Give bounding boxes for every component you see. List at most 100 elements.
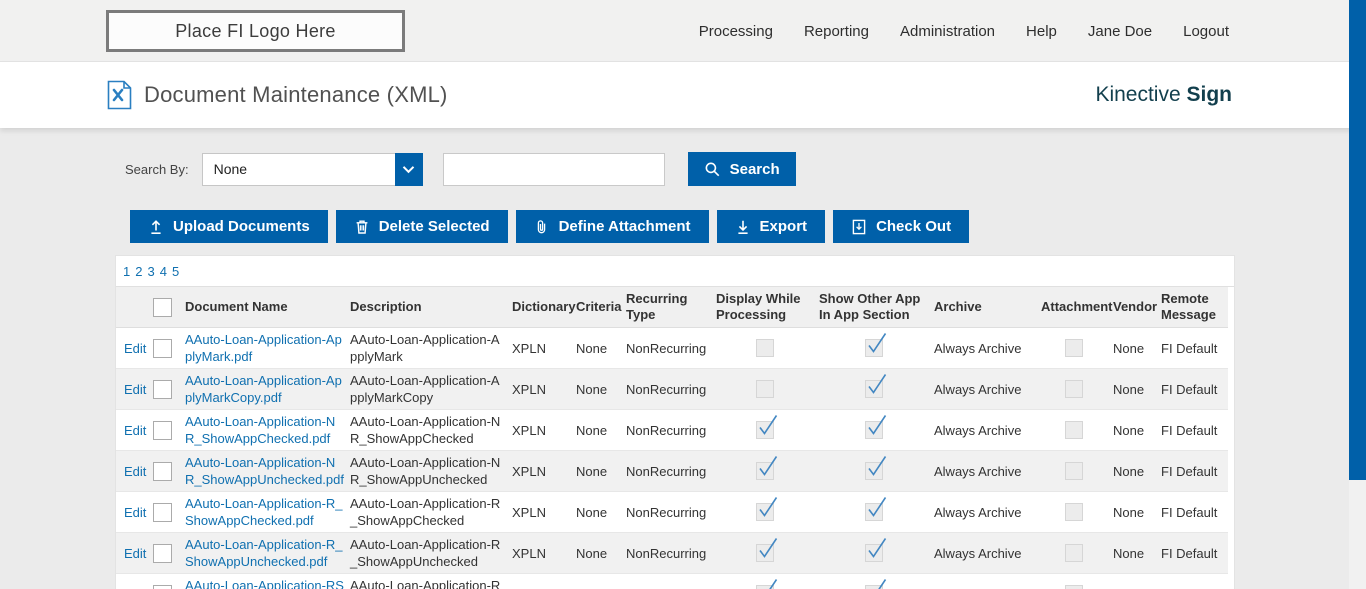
document-name-link[interactable]: AAuto-Loan-Application-R_ShowAppChecked.…: [185, 496, 343, 528]
recurring-type-cell: NonRecurring: [626, 574, 716, 589]
vertical-scrollbar[interactable]: [1349, 0, 1366, 589]
page-title: Document Maintenance (XML): [144, 82, 448, 107]
document-name-link[interactable]: AAuto-Loan-Application-ApplyMark.pdf: [185, 332, 342, 364]
recurring-type-cell: NonRecurring: [626, 422, 707, 438]
dictionary-cell: XPLN: [512, 574, 576, 589]
edit-link[interactable]: Edit: [124, 504, 147, 520]
row-select-checkbox[interactable]: [153, 543, 172, 563]
edit-link[interactable]: Edit: [124, 340, 147, 356]
show-other-app-checkbox: [864, 374, 886, 399]
page-link-3[interactable]: 3: [147, 263, 155, 279]
scrollbar-thumb[interactable]: [1349, 0, 1366, 480]
upload-button[interactable]: Upload Documents: [130, 210, 328, 243]
document-name-link[interactable]: AAuto-Loan-Application-ApplyMarkCopy.pdf: [185, 373, 342, 405]
vendor-cell: None: [1113, 463, 1145, 479]
remote-message-cell: FI Default: [1161, 574, 1228, 589]
edit-link[interactable]: Edit: [124, 545, 147, 561]
page-link-1[interactable]: 1: [123, 263, 131, 279]
archive-cell: Always Archive: [934, 545, 1022, 561]
document-name-link[interactable]: AAuto-Loan-Application-NR_ShowAppChecked…: [185, 414, 336, 446]
search-by-label: Search By:: [125, 161, 189, 177]
row-select-checkbox[interactable]: [153, 338, 172, 358]
vendor-cell: None: [1113, 381, 1145, 397]
archive-cell: Always Archive: [934, 463, 1022, 479]
row-select-checkbox[interactable]: [153, 584, 172, 589]
document-name-link[interactable]: AAuto-Loan-Application-NR_ShowAppUncheck…: [185, 455, 344, 487]
row-select-checkbox[interactable]: [153, 461, 172, 481]
delete-button[interactable]: Delete Selected: [335, 210, 508, 243]
upload-icon: [148, 219, 164, 235]
table-row: Edit AAuto-Loan-Application-NR_ShowAppChe…: [116, 409, 1228, 451]
edit-link[interactable]: Edit: [124, 463, 147, 479]
toolbar-button-label: Export: [759, 218, 808, 235]
checkout-button[interactable]: Check Out: [833, 210, 970, 243]
search-input[interactable]: [442, 152, 665, 186]
table-body: Edit AAuto-Loan-Application-ApplyMark.pdf…: [116, 327, 1228, 589]
fi-logo-text: Place FI Logo Here: [175, 20, 336, 41]
criteria-cell: None: [576, 463, 608, 479]
table-row: Edit AAuto-Loan-Application-ApplyMarkCopy…: [116, 368, 1228, 410]
xml-document-icon: [107, 80, 132, 110]
row-select-checkbox[interactable]: [153, 379, 172, 399]
table-header-row: Document Name Description Dictionary Cri…: [116, 287, 1228, 328]
document-name-link[interactable]: AAuto-Loan-Application-R_ShowAppUnchecke…: [185, 537, 343, 569]
download-icon: [735, 219, 751, 235]
edit-link[interactable]: Edit: [124, 381, 147, 397]
row-select-checkbox[interactable]: [153, 502, 172, 522]
display-while-processing-checkbox: [755, 497, 777, 522]
attachment-checkbox: [1065, 503, 1083, 522]
col-attachment: Attachment: [1041, 287, 1113, 328]
search-icon: [705, 162, 719, 176]
chevron-down-icon[interactable]: [394, 152, 423, 186]
dictionary-cell: XPLN: [512, 463, 546, 479]
document-name-link[interactable]: AAuto-Loan-Application-RS-AFD731-test.pd…: [185, 578, 344, 589]
search-button-label: Search: [729, 160, 780, 178]
fi-logo-placeholder: Place FI Logo Here: [106, 10, 405, 52]
nav-item-administration[interactable]: Administration: [899, 22, 996, 40]
criteria-cell: None: [576, 574, 626, 589]
nav-item-processing[interactable]: Processing: [698, 22, 773, 40]
vendor-cell: None: [1113, 545, 1145, 561]
page-link-5[interactable]: 5: [171, 263, 180, 279]
select-all-header: [153, 287, 185, 328]
show-other-app-checkbox: [864, 538, 886, 563]
nav-item-logout[interactable]: Logout: [1183, 22, 1229, 40]
edit-link[interactable]: Edit: [124, 422, 147, 438]
page-link-2[interactable]: 2: [135, 263, 143, 279]
export-button[interactable]: Export: [716, 210, 826, 243]
row-select-checkbox[interactable]: [153, 420, 172, 440]
archive-cell: Always Archive: [934, 574, 1041, 589]
nav-item-reporting[interactable]: Reporting: [803, 22, 869, 40]
paperclip-icon: [534, 219, 550, 235]
toolbar-button-label: Check Out: [876, 218, 952, 235]
show-other-app-checkbox: [864, 579, 886, 589]
table-row: Edit AAuto-Loan-Application-R_ShowAppChec…: [116, 491, 1228, 533]
brand-product: Sign: [1186, 83, 1233, 106]
attachment-checkbox: [1065, 544, 1083, 563]
remote-message-cell: FI Default: [1161, 463, 1218, 479]
page-link-4[interactable]: 4: [159, 263, 167, 279]
col-recurring-type: Recurring Type: [626, 287, 716, 328]
archive-cell: Always Archive: [934, 504, 1022, 520]
description-cell: AAuto-Loan-Application-R_ShowAppUnchecke…: [350, 537, 501, 569]
dictionary-cell: XPLN: [512, 381, 546, 397]
attachment-button[interactable]: Define Attachment: [515, 210, 709, 243]
vendor-cell: None: [1113, 574, 1161, 589]
recurring-type-cell: NonRecurring: [626, 504, 707, 520]
attachment-checkbox: [1065, 421, 1083, 440]
attachment-checkbox: [1065, 585, 1083, 589]
edit-link[interactable]: Edit: [124, 587, 146, 589]
search-button[interactable]: Search: [687, 152, 796, 186]
criteria-cell: None: [576, 381, 608, 397]
nav-item-help[interactable]: Help: [1026, 22, 1057, 40]
nav-item-user[interactable]: Jane Doe: [1087, 22, 1153, 40]
col-document-name: Document Name: [185, 287, 350, 328]
criteria-cell: None: [576, 340, 608, 356]
search-by-dropdown[interactable]: None: [201, 152, 423, 186]
toolbar-button-label: Define Attachment: [558, 218, 691, 235]
select-all-checkbox[interactable]: [153, 297, 172, 317]
main-nav: Processing Reporting Administration Help…: [699, 0, 1229, 62]
remote-message-cell: FI Default: [1161, 504, 1218, 520]
display-while-processing-checkbox: [755, 339, 774, 358]
